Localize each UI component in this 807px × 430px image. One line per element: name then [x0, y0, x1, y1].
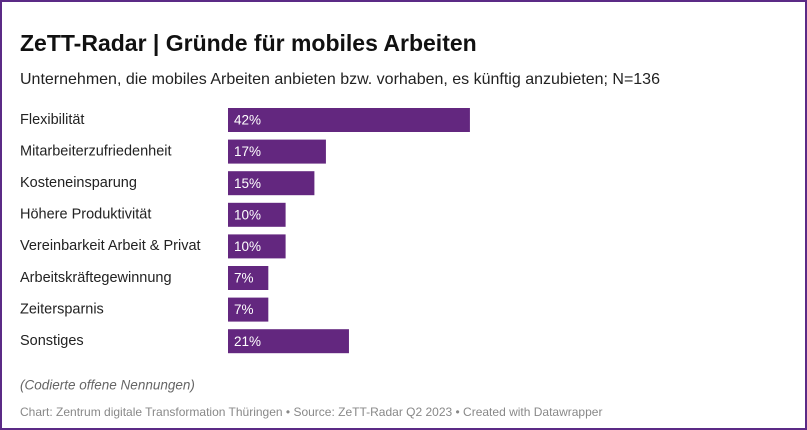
value-label: 42% [234, 113, 261, 128]
value-label: 21% [234, 334, 261, 349]
bar [228, 329, 349, 354]
category-label: Zeitersparnis [20, 301, 104, 317]
bar [228, 139, 326, 164]
category-label: Sonstiges [20, 333, 84, 349]
value-label: 10% [234, 239, 261, 254]
value-label: 7% [234, 271, 254, 286]
bar [228, 266, 269, 290]
value-label: 10% [234, 207, 261, 222]
category-label: Flexibilität [20, 112, 84, 128]
bar [228, 234, 286, 259]
bar [228, 202, 286, 227]
category-label: Höhere Produktivität [20, 207, 151, 223]
category-label: Kosteneinsparung [20, 175, 137, 191]
value-label: 15% [234, 176, 261, 191]
value-label: 7% [234, 302, 254, 317]
bar [228, 171, 315, 196]
bar [228, 297, 269, 322]
category-label: Vereinbarkeit Arbeit & Privat [20, 238, 201, 254]
category-label: Arbeitskräftegewinnung [20, 270, 172, 286]
bar [228, 108, 470, 132]
chart-subtitle: Unternehmen, die mobiles Arbeiten anbiet… [20, 71, 660, 88]
source: Chart: Zentrum digitale Transformation T… [20, 405, 602, 419]
category-label: Mitarbeiterzufriedenheit [20, 143, 172, 159]
value-label: 17% [234, 144, 261, 159]
chart-title: ZeTT-Radar | Gründe für mobiles Arbeiten [20, 30, 477, 56]
note: (Codierte offene Nennungen) [20, 378, 195, 393]
